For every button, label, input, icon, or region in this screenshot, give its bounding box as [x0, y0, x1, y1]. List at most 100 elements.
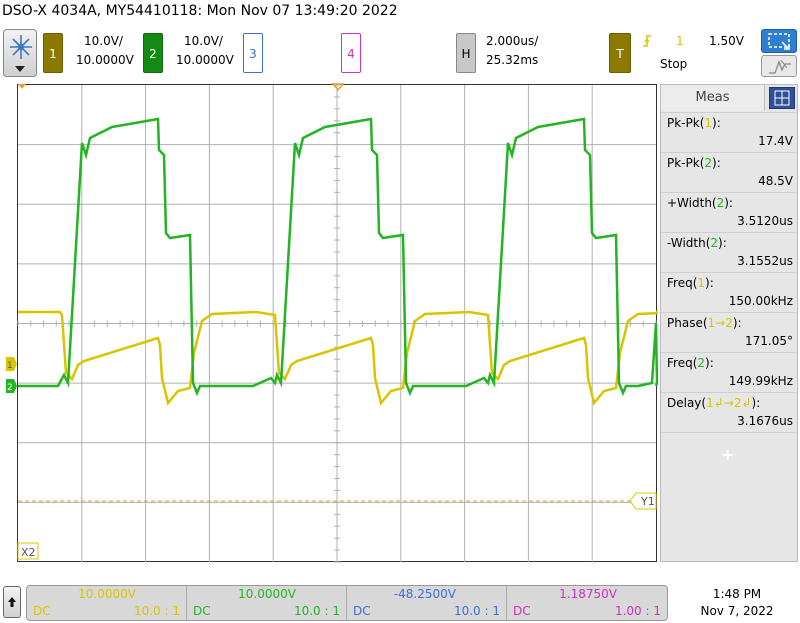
measurement-item[interactable]: Delay(1↲→2↲): 3.1676us [661, 392, 797, 432]
measurement-value: 171.05° [745, 334, 793, 348]
waveform-graticule: Y1 X2 1 2 [6, 83, 658, 563]
snowflake-icon [10, 35, 32, 59]
window-title: DSO-X 4034A, MY54410118: Mon Nov 07 13:4… [2, 3, 398, 19]
measurement-label: Pk-Pk(2): [667, 156, 721, 170]
measurement-value: 17.4V [758, 134, 793, 148]
zoom-box-icon [768, 33, 790, 50]
measurement-value: 3.1552us [737, 254, 793, 268]
grid-view-icon[interactable] [769, 87, 795, 109]
channel-2-scale: 10.0V/ [184, 34, 223, 48]
measurement-label: Freq(2): [667, 356, 714, 370]
channel-settings-bar: 10.0000V DC 10.0 : 1 10.0000V DC 10.0 : … [26, 585, 668, 621]
x2-cursor-label: X2 [21, 546, 36, 559]
measurement-label: Delay(1↲→2↲): [667, 396, 760, 410]
measurement-name: Pk-Pk( [667, 156, 705, 170]
measurement-name: Freq( [667, 356, 698, 370]
channel-3-coupling: DC [353, 604, 371, 618]
horizontal-button[interactable]: H [456, 33, 476, 73]
arrow-up-icon [8, 597, 16, 607]
measurement-suffix: ): [705, 276, 714, 290]
measurement-label: -Width(2): [667, 236, 727, 250]
top-toolbar [0, 26, 800, 82]
channel-2-offset: 10.0000V [176, 53, 234, 67]
measurement-item[interactable]: +Width(2): 3.5120us [661, 192, 797, 232]
channel-1-offset: 10.0000V [76, 53, 134, 67]
measurement-item[interactable]: -Width(2): 3.1552us [661, 232, 797, 272]
measurement-source: 2 [710, 236, 719, 250]
channel-1-coupling: DC [33, 604, 51, 618]
measurement-name: Pk-Pk( [667, 116, 705, 130]
measurement-label: Phase(1→2): [667, 316, 742, 330]
channel-2-button[interactable]: 2 [143, 33, 163, 73]
measurement-suffix: ): [724, 196, 733, 210]
channel-4-button[interactable]: 4 [341, 33, 361, 73]
measurement-suffix: ): [718, 236, 727, 250]
trigger-position-marker-left [18, 84, 26, 89]
trigger-level: 1.50V [709, 34, 744, 48]
acquisition-status: Stop [660, 57, 688, 71]
measurement-source: 2 [697, 356, 706, 370]
channel-1-settings[interactable]: 10.0000V DC 10.0 : 1 [27, 586, 187, 620]
ch1-ground-label: 1 [7, 361, 13, 371]
measurement-suffix: ): [732, 316, 742, 330]
trigger-button[interactable]: T [609, 33, 631, 73]
measurement-item[interactable]: Freq(2): 149.99kHz [661, 352, 797, 392]
measurement-name: Freq( [667, 276, 698, 290]
channel-3-settings[interactable]: -48.2500V DC 10.0 : 1 [347, 586, 507, 620]
horizontal-scale: 2.000us/ [486, 34, 539, 48]
trigger-position-marker-center [331, 83, 345, 92]
channel-1-button[interactable]: 1 [43, 33, 63, 73]
channel-2-probe-ratio: 10.0 : 1 [293, 604, 340, 618]
measurement-source: 2 [716, 196, 725, 210]
channel-2-trace [18, 117, 658, 397]
measurements-panel: Meas Pk-Pk(1): 17.4V Pk-Pk(2): 48.5V +Width(… [660, 84, 798, 562]
channel-1-probe-ratio: 10.0 : 1 [133, 604, 180, 618]
measurement-label: Pk-Pk(1): [667, 116, 721, 130]
measurement-empty-slot[interactable] [661, 432, 797, 472]
x2-cursor-marker [17, 542, 39, 560]
waveform-cursor-icon [769, 59, 791, 74]
measurement-name: +Width( [667, 196, 717, 210]
measurement-item[interactable]: Freq(1): 150.00kHz [661, 272, 797, 312]
channel-3-button[interactable]: 3 [243, 33, 263, 73]
zoom-tool-button[interactable] [761, 29, 797, 53]
measurement-value: 3.1676us [737, 414, 793, 428]
measurement-value: 150.00kHz [728, 294, 793, 308]
measurement-name: -Width( [667, 236, 711, 250]
measurement-item[interactable]: Phase(1→2): 171.05° [661, 312, 797, 352]
touch-tool-button[interactable] [761, 55, 797, 77]
measurement-source: 2 [704, 156, 713, 170]
horizontal-position: 25.32ms [486, 53, 539, 67]
measurement-source: 1↲→2↲ [706, 396, 752, 410]
clock-time: 1:48 PM [712, 587, 762, 601]
ch2-ground-marker [6, 379, 17, 393]
measurement-suffix: ): [712, 156, 721, 170]
measurement-name: Phase( [667, 316, 708, 330]
measurements-tab[interactable]: Meas [661, 85, 765, 111]
trigger-source: 1 [676, 34, 684, 48]
measurement-item[interactable]: Pk-Pk(2): 48.5V [661, 152, 797, 192]
channel-3-offset-value: -48.2500V [393, 587, 456, 601]
acquire-menu-button[interactable] [3, 29, 37, 77]
channel-1-offset-value: 10.0000V [78, 587, 136, 601]
measurement-source: 1 [697, 276, 706, 290]
channel-4-settings[interactable]: 1.18750V DC 1.00 : 1 [507, 586, 667, 620]
rising-edge-icon [643, 35, 651, 47]
channel-4-coupling: DC [513, 604, 531, 618]
measurement-item[interactable]: Pk-Pk(1): 17.4V [661, 112, 797, 152]
channel-3-probe-ratio: 10.0 : 1 [453, 604, 500, 618]
add-measurement-button[interactable]: + [721, 445, 735, 464]
measurement-value: 48.5V [758, 174, 793, 188]
measurement-suffix: ): [712, 116, 721, 130]
channel-2-coupling: DC [193, 604, 211, 618]
measurement-source: 1→2 [707, 316, 733, 330]
expand-up-button[interactable] [3, 586, 21, 618]
channel-2-offset-value: 10.0000V [238, 587, 296, 601]
measurement-value: 3.5120us [737, 214, 793, 228]
measurement-suffix: ): [705, 356, 714, 370]
measurement-suffix: ): [751, 396, 761, 410]
chevron-down-icon [15, 66, 25, 72]
y1-cursor-marker [629, 492, 657, 510]
measurement-label: +Width(2): [667, 196, 733, 210]
channel-2-settings[interactable]: 10.0000V DC 10.0 : 1 [187, 586, 347, 620]
